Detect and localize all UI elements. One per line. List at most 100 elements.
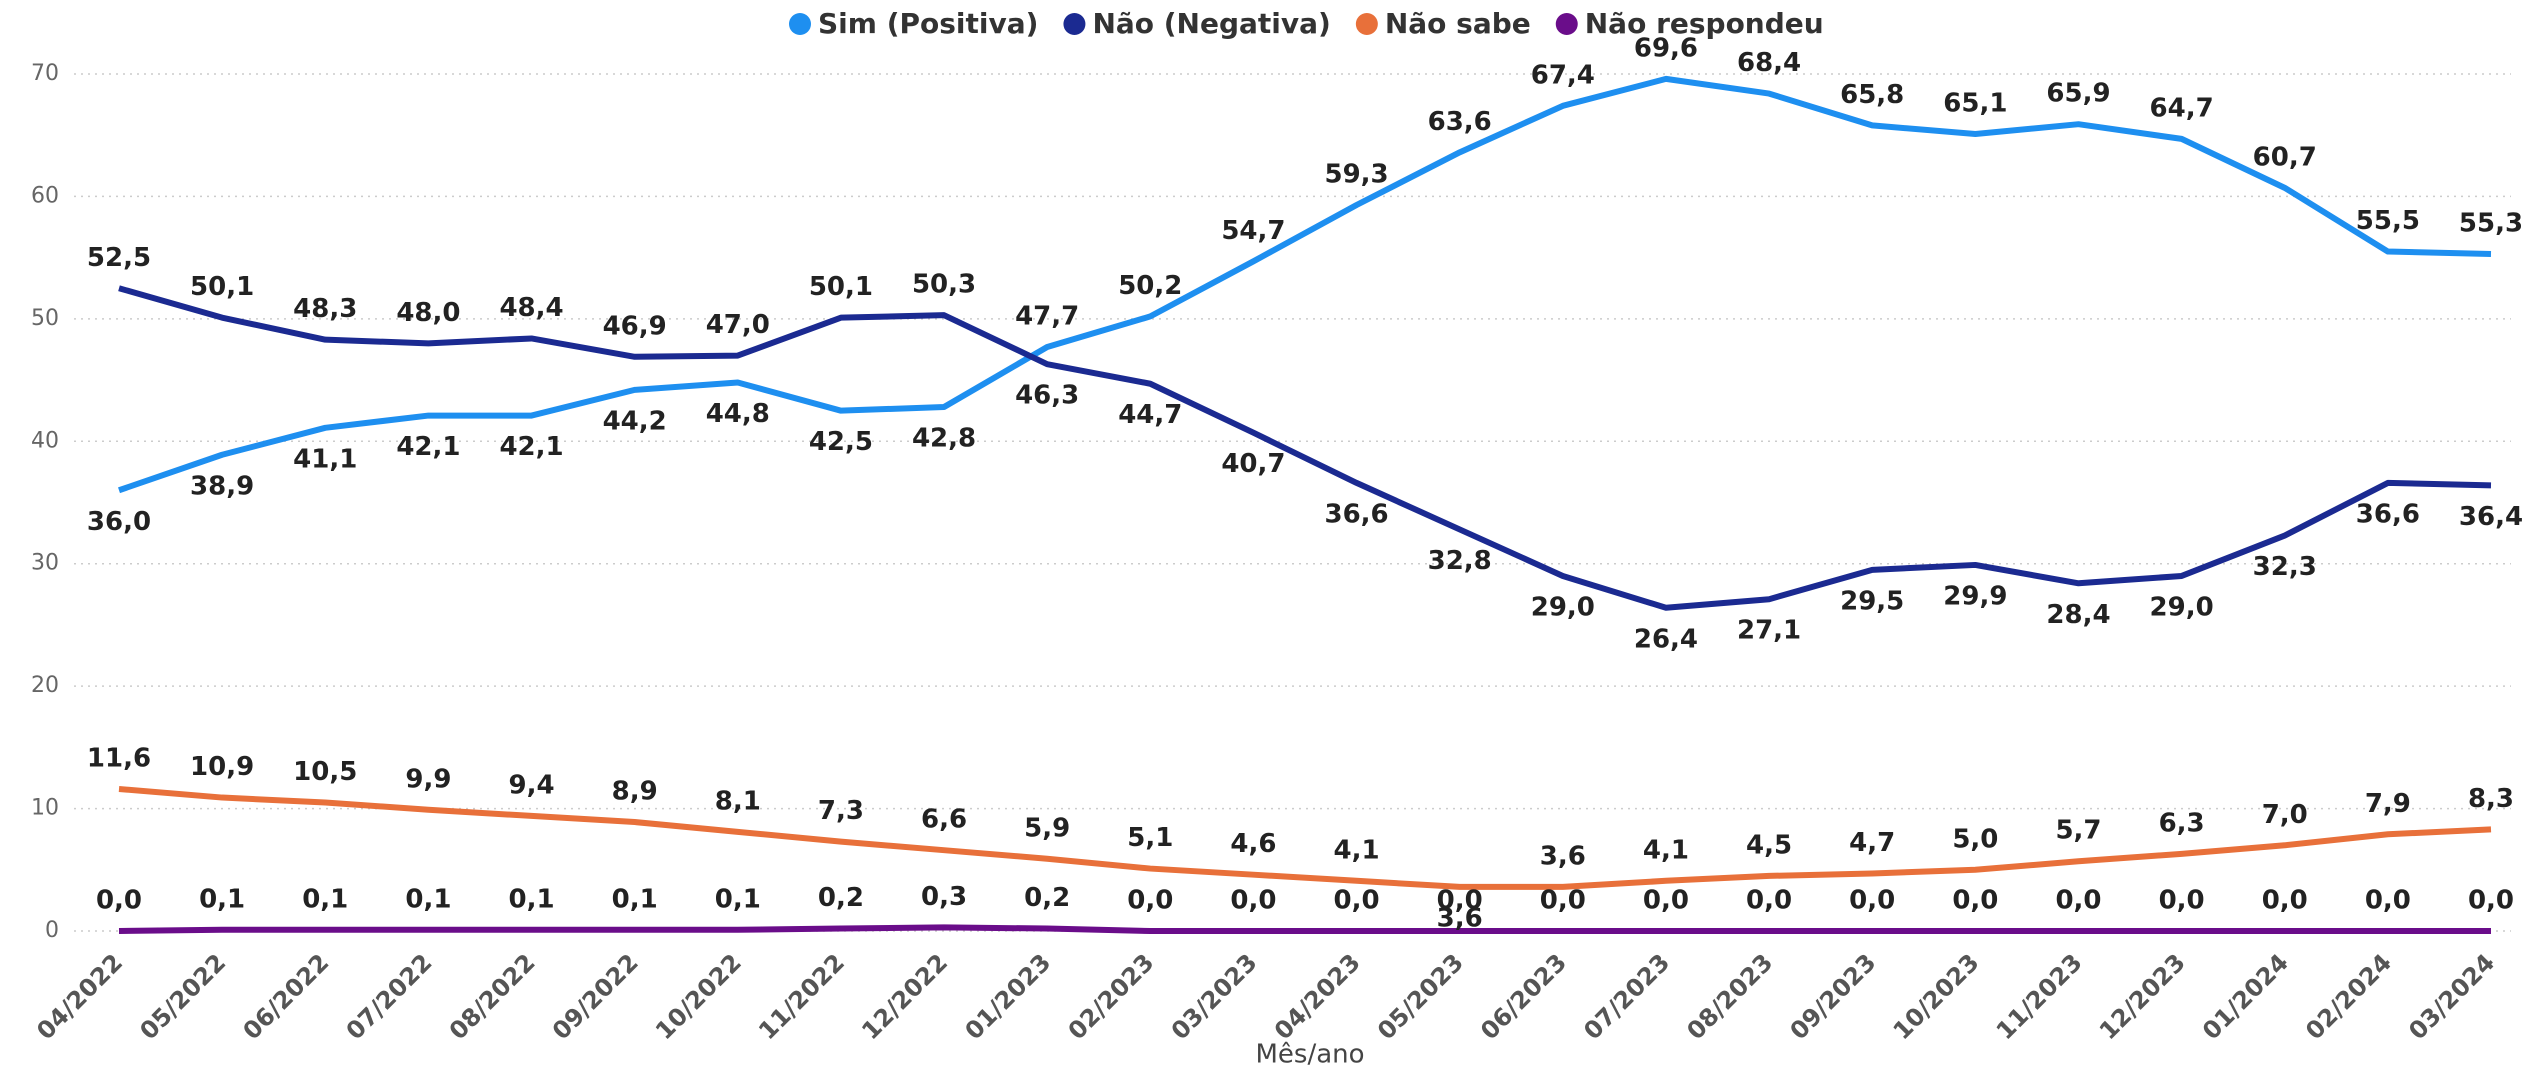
data-label: 11,6 — [87, 743, 151, 773]
data-label: 36,6 — [2356, 499, 2420, 529]
data-label: 10,5 — [293, 757, 357, 787]
legend-label: Não respondeu — [1585, 7, 1824, 40]
data-label: 0,0 — [2159, 886, 2205, 916]
y-tick-label: 50 — [31, 306, 59, 331]
data-label: 0,3 — [921, 882, 967, 912]
x-tick-label: 04/2022 — [31, 948, 128, 1045]
data-label: 0,0 — [1849, 886, 1895, 916]
x-tick-label: 10/2022 — [650, 948, 747, 1045]
data-label: 27,1 — [1737, 616, 1801, 646]
data-label: 3,6 — [1437, 903, 1483, 933]
data-label: 29,5 — [1840, 586, 1904, 616]
series-line — [118, 924, 2491, 934]
data-label: 46,9 — [603, 311, 667, 341]
data-label: 65,8 — [1840, 80, 1904, 110]
data-label: 0,0 — [2468, 886, 2514, 916]
data-label: 29,0 — [2150, 592, 2214, 622]
data-label: 38,9 — [190, 471, 254, 501]
data-label: 8,1 — [715, 786, 761, 816]
legend-marker — [789, 13, 811, 35]
x-tick-label: 10/2023 — [1888, 948, 1985, 1045]
x-tick-label: 11/2023 — [1991, 948, 2088, 1045]
x-tick-label: 07/2023 — [1578, 948, 1675, 1045]
data-label: 26,4 — [1634, 624, 1698, 654]
data-label: 28,4 — [2046, 600, 2110, 630]
y-tick-label: 30 — [31, 551, 59, 576]
data-label: 36,4 — [2459, 502, 2523, 532]
data-label: 69,6 — [1634, 33, 1698, 63]
data-label: 68,4 — [1737, 48, 1801, 78]
legend-marker — [1555, 13, 1578, 35]
data-label: 0,0 — [1952, 886, 1998, 916]
legend-marker — [1063, 13, 1086, 35]
data-label: 52,5 — [87, 243, 151, 273]
data-label: 4,5 — [1746, 830, 1792, 860]
data-label: 44,2 — [603, 406, 667, 436]
x-tick-label: 11/2022 — [753, 948, 850, 1045]
legend-label: Sim (Positiva) — [818, 7, 1038, 40]
data-label: 0,0 — [96, 886, 142, 916]
series-line — [118, 75, 2492, 494]
data-label: 7,3 — [818, 796, 864, 826]
data-label: 32,8 — [1428, 546, 1492, 576]
x-tick-label: 05/2022 — [134, 948, 231, 1045]
data-label: 36,6 — [1324, 499, 1388, 529]
data-label: 3,6 — [1540, 841, 1586, 871]
data-label: 48,0 — [396, 298, 460, 328]
data-label: 0,0 — [2262, 886, 2308, 916]
data-label: 50,1 — [190, 272, 254, 302]
data-label: 65,1 — [1943, 88, 2007, 118]
data-label: 50,3 — [912, 270, 976, 300]
legend-marker — [1355, 13, 1378, 35]
y-tick-label: 40 — [31, 428, 59, 453]
data-label: 50,1 — [809, 272, 873, 302]
data-label: 29,0 — [1531, 592, 1595, 622]
x-tick-label: 12/2023 — [2094, 948, 2191, 1045]
data-label: 59,3 — [1324, 159, 1388, 189]
data-label: 63,6 — [1428, 107, 1492, 137]
data-label: 47,0 — [706, 310, 770, 340]
data-label: 50,2 — [1118, 271, 1182, 301]
x-tick-label: 09/2023 — [1785, 948, 1882, 1045]
y-tick-label: 60 — [31, 183, 59, 208]
data-label: 32,3 — [2253, 552, 2317, 582]
series-line — [118, 785, 2492, 890]
data-label: 42,8 — [912, 424, 976, 454]
data-label: 65,9 — [2046, 79, 2110, 109]
data-label: 4,7 — [1849, 828, 1895, 858]
data-label: 0,2 — [818, 883, 864, 913]
data-label: 0,0 — [1437, 886, 1483, 916]
x-tick-label: 09/2022 — [547, 948, 644, 1045]
data-label: 48,4 — [499, 293, 563, 323]
data-label: 5,7 — [2055, 816, 2101, 846]
data-label: 44,8 — [706, 399, 770, 429]
x-tick-label: 06/2023 — [1475, 948, 1572, 1045]
data-label: 9,9 — [405, 764, 451, 794]
data-label: 7,0 — [2262, 800, 2308, 830]
series-line — [118, 285, 2492, 611]
data-label: 44,7 — [1118, 400, 1182, 430]
data-label: 55,3 — [2459, 208, 2523, 238]
data-label: 54,7 — [1221, 216, 1285, 246]
data-label: 7,9 — [2365, 789, 2411, 819]
data-label: 42,1 — [499, 432, 563, 462]
data-label: 0,0 — [1540, 886, 1586, 916]
y-tick-label: 10 — [31, 796, 59, 821]
data-label: 0,1 — [405, 884, 451, 914]
data-label: 9,4 — [508, 770, 554, 800]
data-label: 0,1 — [199, 884, 245, 914]
data-label: 0,0 — [1746, 886, 1792, 916]
data-label: 40,7 — [1221, 449, 1285, 479]
data-label: 0,1 — [715, 884, 761, 914]
data-label: 0,1 — [302, 884, 348, 914]
x-tick-label: 03/2023 — [1166, 948, 1263, 1045]
x-tick-label: 06/2022 — [238, 948, 335, 1045]
data-label: 4,6 — [1230, 829, 1276, 859]
data-label: 0,0 — [2365, 886, 2411, 916]
x-tick-label: 07/2022 — [341, 948, 438, 1045]
data-label: 64,7 — [2150, 93, 2214, 123]
data-label: 41,1 — [293, 444, 357, 474]
data-label: 6,3 — [2159, 808, 2205, 838]
x-tick-label: 08/2023 — [1681, 948, 1778, 1045]
data-label: 6,6 — [921, 805, 967, 835]
